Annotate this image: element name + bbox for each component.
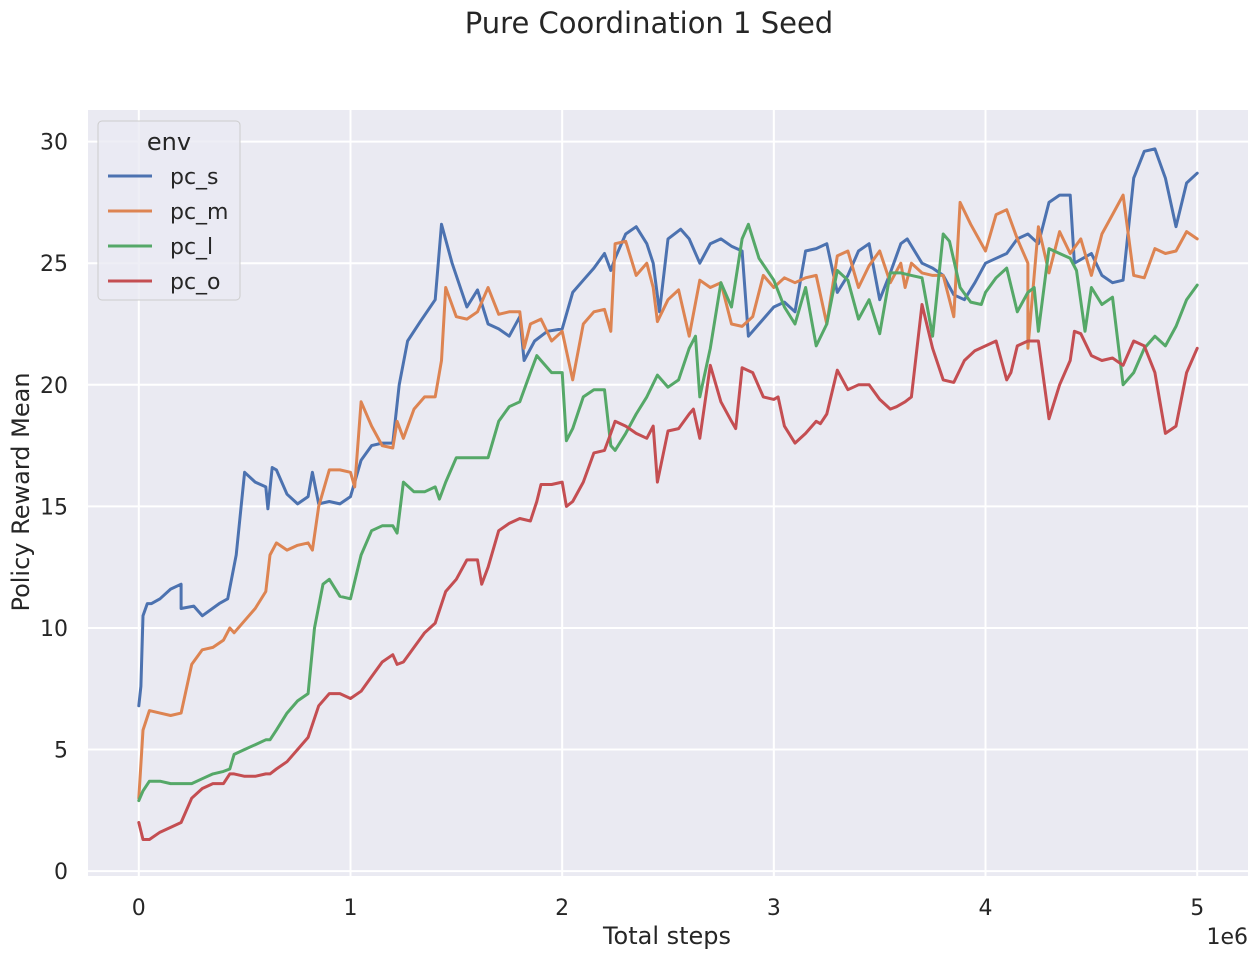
legend-label-pc_s: pc_s	[170, 165, 219, 190]
x-tick-label: 5	[1190, 896, 1204, 921]
x-tick-label: 1	[343, 896, 357, 921]
y-tick-label: 25	[40, 252, 68, 277]
legend-label-pc_o: pc_o	[170, 270, 221, 295]
y-tick-label: 0	[54, 860, 68, 885]
legend-title: env	[147, 128, 191, 156]
plot-area	[88, 110, 1248, 876]
y-tick-label: 20	[40, 374, 68, 399]
series-line-pc_l	[137, 222, 1199, 803]
legend: env pc_s pc_m pc_l pc_o	[97, 120, 241, 301]
series-line-pc_o	[137, 303, 1199, 841]
x-axis-title: Total steps	[602, 922, 731, 950]
y-tick-label: 15	[40, 495, 68, 520]
series-line-pc_m	[137, 193, 1199, 800]
x-tick-label: 2	[555, 896, 569, 921]
y-tick-label: 10	[40, 617, 68, 642]
x-tick-label: 4	[979, 896, 993, 921]
legend-box	[97, 120, 241, 301]
legend-label-pc_l: pc_l	[170, 235, 213, 260]
x-tick-label: 3	[767, 896, 781, 921]
series-line-pc_s	[137, 147, 1199, 708]
x-offset-label: 1e6	[1206, 925, 1248, 950]
chart-title: Pure Coordination 1 Seed	[465, 6, 833, 40]
tick-labels: 0 1 2 3 4 5 0 5 10 15 20 25 30	[40, 131, 1204, 921]
series-lines	[137, 147, 1199, 841]
legend-label-pc_m: pc_m	[170, 200, 229, 225]
x-tick-label: 0	[132, 896, 146, 921]
y-axis-title: Policy Reward Mean	[7, 372, 35, 611]
y-tick-label: 30	[40, 131, 68, 156]
y-tick-label: 5	[54, 739, 68, 764]
